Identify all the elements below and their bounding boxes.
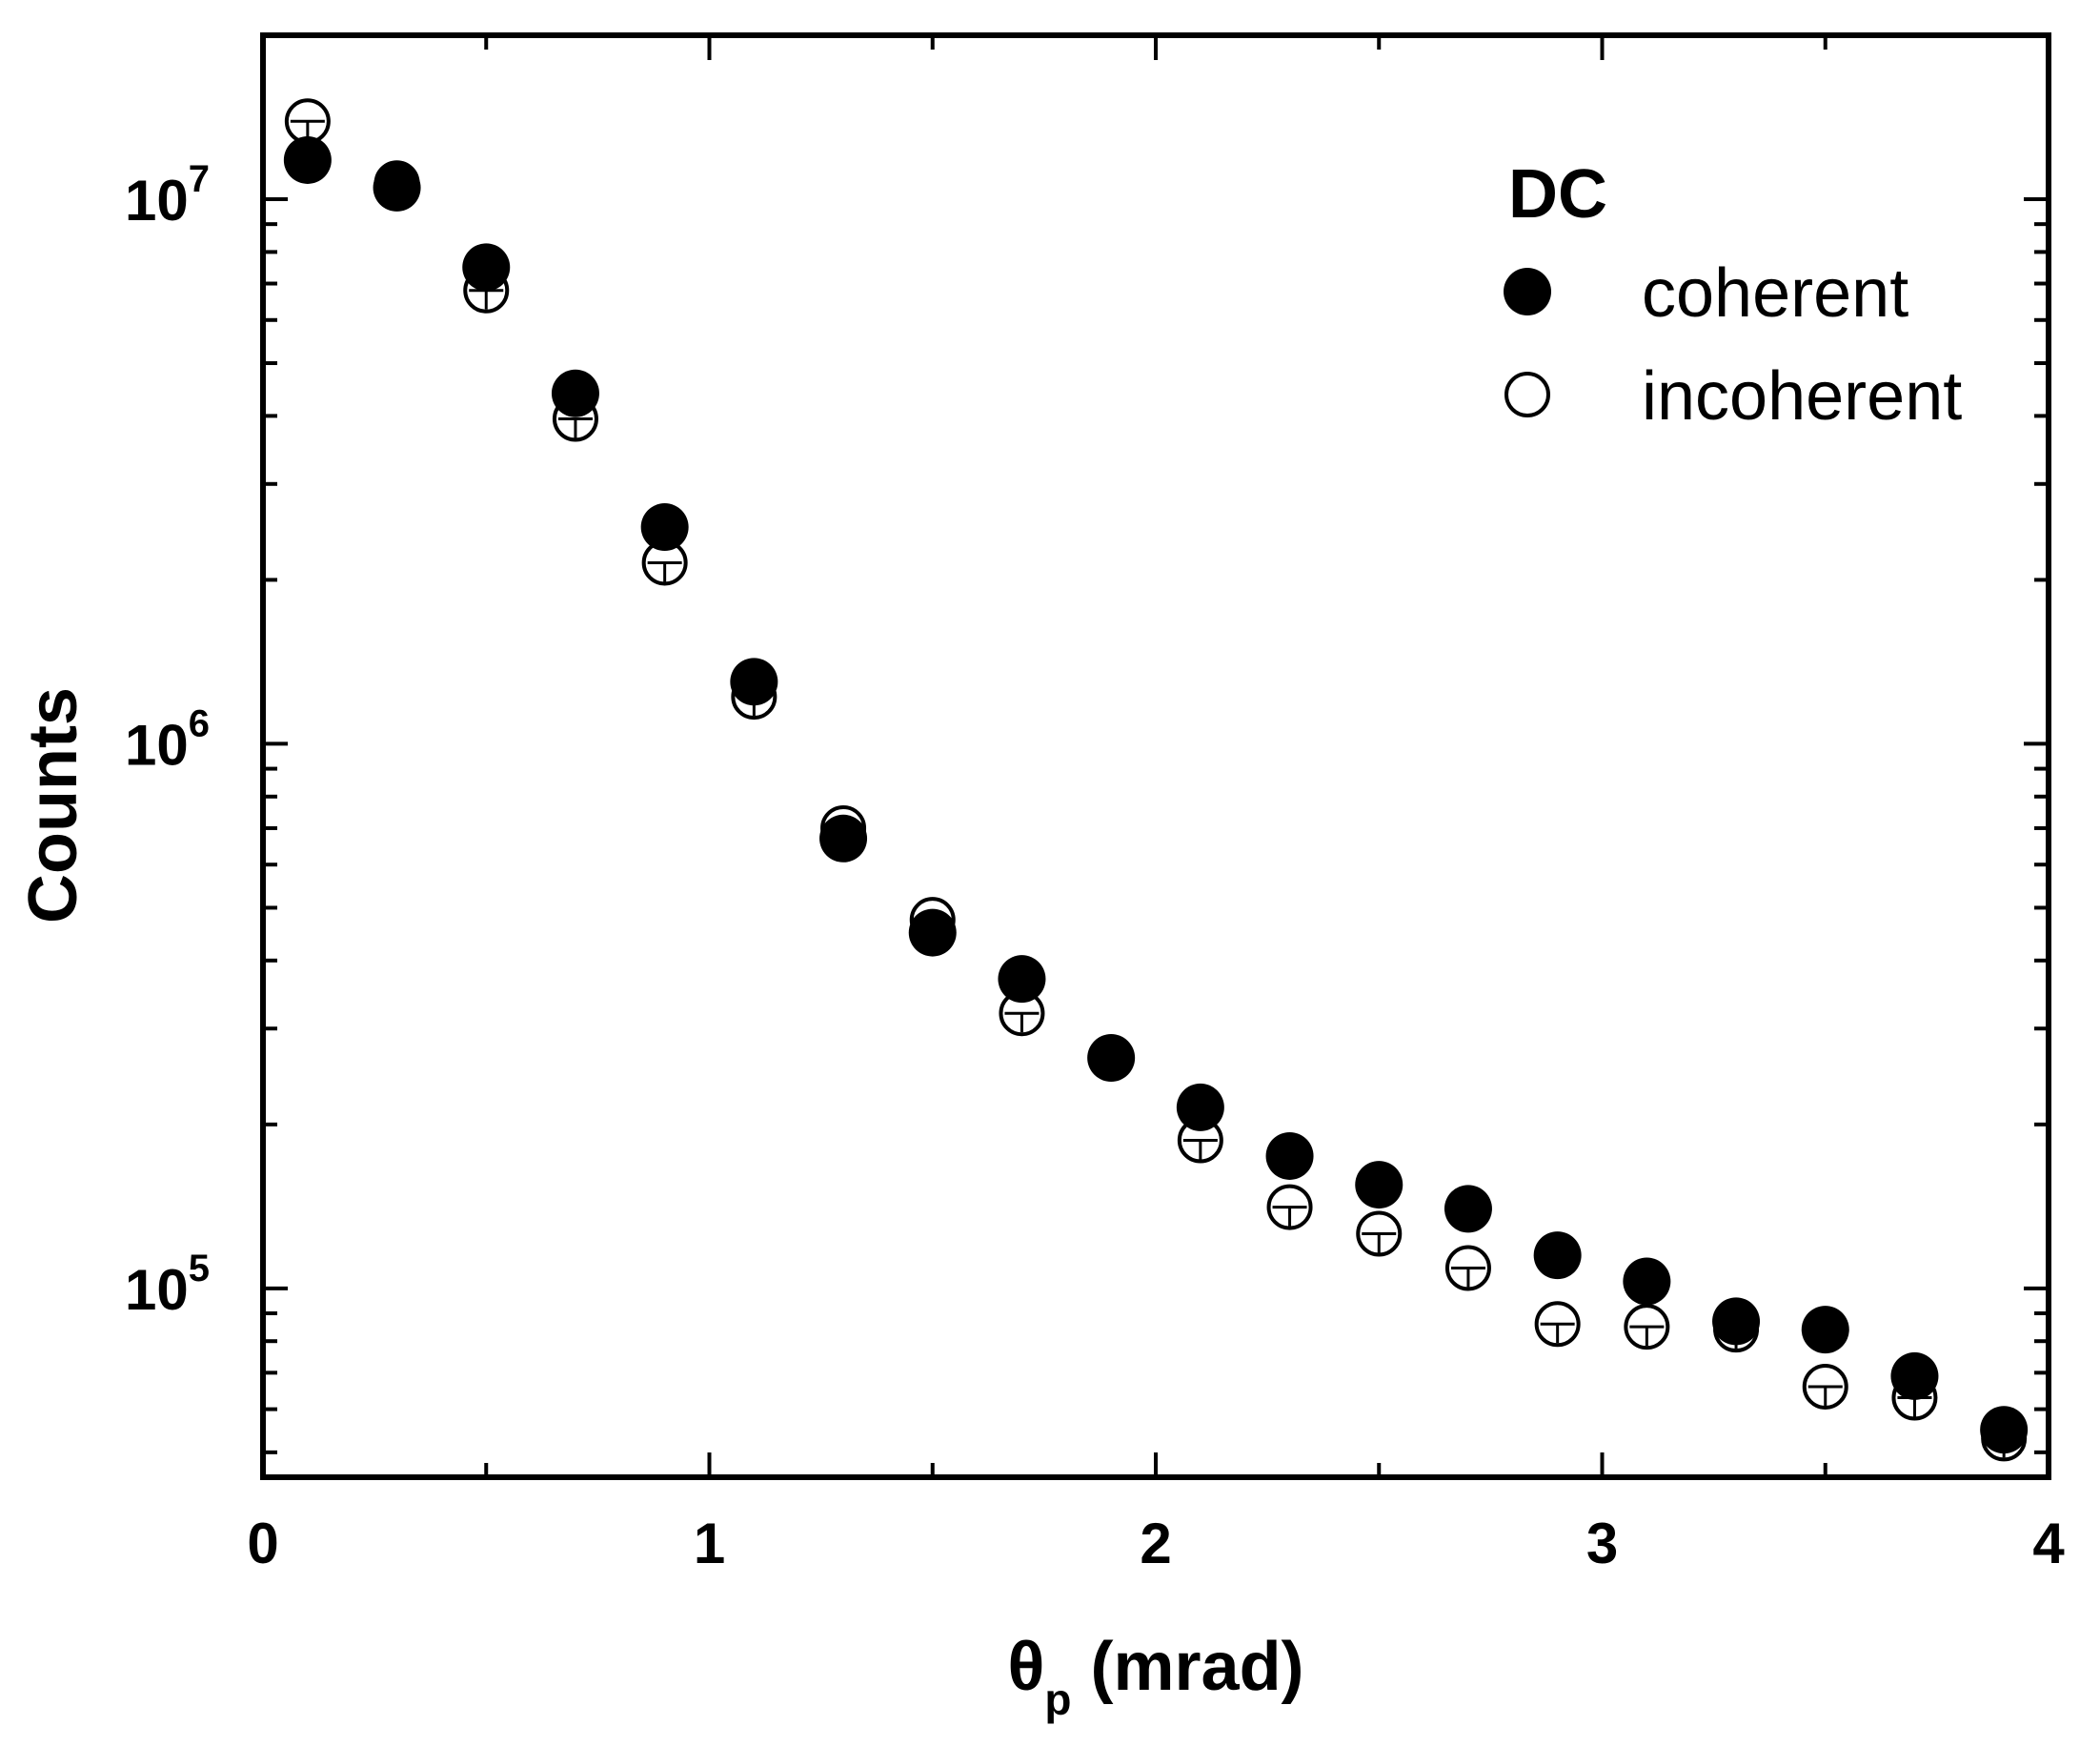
y-tick-label-exponent: 7 bbox=[189, 158, 210, 200]
y-tick-label-base: 10 bbox=[125, 1258, 189, 1322]
y-tick-label: 107 bbox=[125, 158, 210, 233]
y-tick-label-base: 10 bbox=[125, 713, 189, 777]
legend-label-coherent: coherent bbox=[1642, 255, 1908, 332]
point-coherent bbox=[998, 955, 1046, 1004]
point-coherent bbox=[1980, 1406, 2029, 1454]
point-coherent bbox=[1623, 1257, 1671, 1306]
legend-marker-incoherent bbox=[1504, 372, 1550, 417]
point-coherent bbox=[640, 503, 689, 552]
point-incoherent bbox=[1444, 1245, 1491, 1291]
point-incoherent bbox=[1356, 1210, 1403, 1257]
point-coherent bbox=[373, 163, 421, 212]
point-incoherent bbox=[1624, 1304, 1670, 1350]
point-incoherent bbox=[1534, 1301, 1581, 1348]
y-tick-label-exponent: 6 bbox=[189, 702, 210, 744]
point-coherent bbox=[819, 814, 868, 863]
point-coherent bbox=[1801, 1306, 1849, 1354]
legend-title: DC bbox=[1508, 156, 1607, 233]
x-axis-label: θp (mrad) bbox=[1007, 1629, 1303, 1724]
x-tick-labels: 0 1 2 3 4 bbox=[247, 1512, 2065, 1575]
point-coherent bbox=[1444, 1185, 1492, 1233]
point-coherent bbox=[551, 369, 599, 417]
x-tick-label: 1 bbox=[694, 1512, 725, 1575]
plot-frame bbox=[260, 32, 2051, 1480]
point-coherent bbox=[1176, 1083, 1224, 1131]
point-coherent bbox=[283, 135, 332, 184]
point-coherent bbox=[1087, 1033, 1136, 1082]
legend: DC coherent incoherent bbox=[1504, 156, 1962, 435]
x-axis-label-main: θ bbox=[1007, 1629, 1044, 1705]
point-coherent bbox=[462, 243, 511, 292]
y-tick-label-exponent: 5 bbox=[189, 1248, 210, 1289]
point-coherent bbox=[1533, 1231, 1582, 1280]
point-incoherent bbox=[284, 98, 331, 145]
point-coherent bbox=[1355, 1161, 1403, 1209]
point-incoherent bbox=[1266, 1184, 1313, 1230]
y-tick-label: 106 bbox=[125, 702, 210, 777]
y-tick-label-base: 10 bbox=[125, 169, 189, 233]
x-tick-label: 4 bbox=[2032, 1512, 2065, 1575]
point-coherent bbox=[1712, 1297, 1761, 1346]
x-axis-label-sub: p bbox=[1044, 1675, 1071, 1724]
legend-label-incoherent: incoherent bbox=[1642, 358, 1962, 435]
x-axis-label-rest: (mrad) bbox=[1072, 1629, 1304, 1705]
y-tick-label: 105 bbox=[125, 1248, 210, 1322]
point-coherent bbox=[730, 658, 778, 706]
point-incoherent bbox=[1802, 1363, 1848, 1410]
point-coherent bbox=[908, 908, 957, 957]
data-points bbox=[283, 98, 2029, 1462]
point-coherent bbox=[1890, 1351, 1939, 1400]
x-tick-label: 3 bbox=[1586, 1512, 1618, 1575]
y-axis-label: Counts bbox=[15, 687, 91, 924]
x-tick-label: 2 bbox=[1140, 1512, 1171, 1575]
legend-marker-coherent bbox=[1504, 268, 1551, 315]
x-tick-label: 0 bbox=[247, 1512, 278, 1575]
point-coherent bbox=[1265, 1131, 1314, 1180]
